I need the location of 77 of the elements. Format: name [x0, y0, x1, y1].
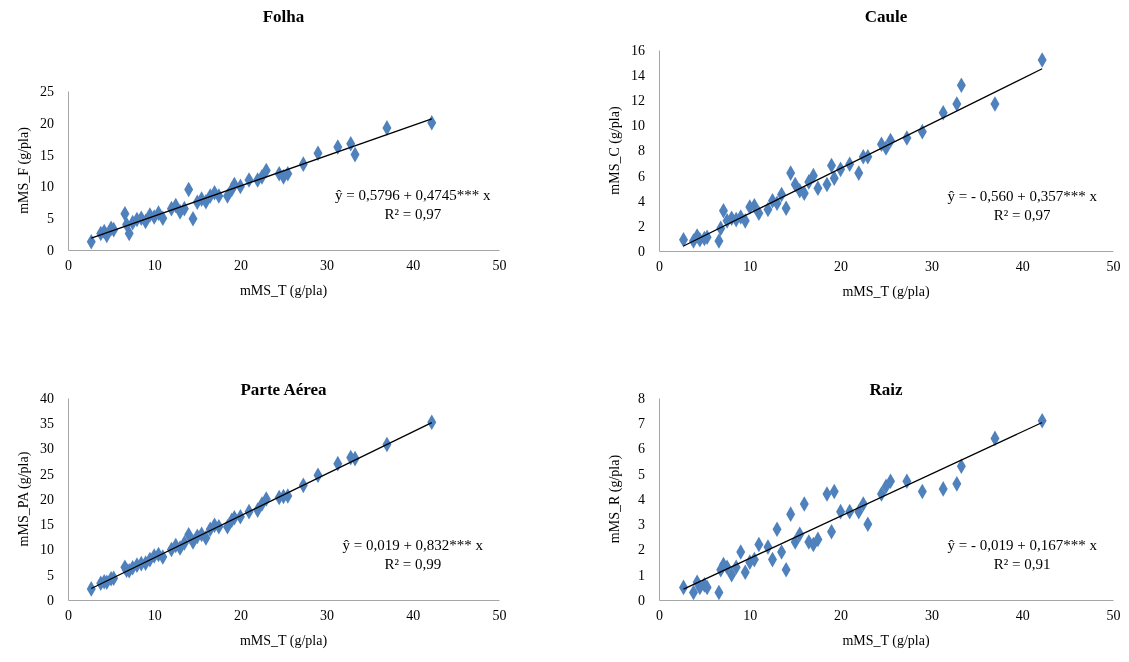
y-tick-label: 5 [47, 567, 54, 583]
x-tick-label: 40 [406, 607, 421, 623]
x-tick-label: 0 [656, 258, 663, 274]
x-tick-label: 10 [147, 257, 162, 273]
y-tick-label: 4 [638, 491, 645, 507]
x-tick-label: 10 [147, 607, 162, 623]
y-tick-label: 0 [638, 592, 645, 608]
y-tick-label: 1 [638, 567, 645, 583]
annotation: ŷ = 0,019 + 0,832*** x [342, 537, 484, 553]
y-tick-label: 10 [40, 179, 54, 195]
y-tick-label: 15 [40, 517, 54, 533]
y-tick-label: 14 [631, 68, 645, 84]
y-tick-label: 0 [47, 592, 54, 608]
y-tick-label: 10 [40, 542, 54, 558]
x-tick-label: 50 [492, 607, 507, 623]
y-tick-label: 8 [638, 143, 645, 159]
x-tick-label: 0 [656, 607, 663, 623]
x-tick-label: 50 [1106, 607, 1121, 623]
x-tick-label: 40 [406, 257, 421, 273]
x-tick-label: 10 [743, 258, 758, 274]
y-tick-label: 25 [40, 83, 54, 99]
y-tick-label: 35 [40, 416, 54, 432]
x-tick-label: 10 [743, 607, 758, 623]
y-axis-title: mMS_F (g/pla) [16, 126, 32, 214]
y-tick-label: 0 [47, 242, 54, 258]
y-tick-label: 40 [40, 390, 54, 406]
chart-title: Parte Aérea [240, 380, 328, 399]
x-tick-label: 30 [924, 258, 939, 274]
y-axis-title: mMS_C (g/pla) [607, 106, 623, 195]
y-tick-label: 0 [638, 243, 645, 259]
chart-title: Caule [864, 7, 908, 26]
annotation: R² = 0,97 [993, 207, 1052, 223]
y-tick-label: 5 [47, 211, 54, 227]
y-tick-label: 15 [40, 147, 54, 163]
y-axis-title: mMS_R (g/pla) [607, 454, 623, 544]
y-tick-label: 25 [40, 466, 54, 482]
y-tick-label: 2 [638, 218, 645, 234]
x-tick-label: 30 [320, 257, 335, 273]
annotation: ŷ = 0,5796 + 0,4745*** x [334, 187, 492, 203]
annotation: ŷ = - 0,560 + 0,357*** x [947, 188, 1098, 204]
y-tick-label: 7 [638, 416, 645, 432]
x-axis-title: mMS_T (g/pla) [239, 283, 328, 299]
x-tick-label: 40 [1015, 258, 1030, 274]
y-tick-label: 8 [638, 390, 645, 406]
x-tick-label: 50 [492, 257, 507, 273]
y-tick-label: 6 [638, 441, 645, 457]
x-axis-title: mMS_T (g/pla) [239, 633, 328, 649]
x-axis-title: mMS_T (g/pla) [842, 633, 930, 649]
y-tick-label: 30 [40, 441, 54, 457]
y-tick-label: 10 [631, 118, 645, 134]
x-tick-label: 30 [924, 607, 939, 623]
y-tick-label: 2 [638, 542, 645, 558]
annotation: ŷ = - 0,019 + 0,167*** x [947, 537, 1098, 553]
y-tick-label: 4 [638, 193, 645, 209]
chart-title: Folha [262, 7, 305, 26]
y-axis-title: mMS_PA (g/pla) [16, 451, 32, 547]
y-tick-label: 6 [638, 168, 645, 184]
annotation: R² = 0,91 [993, 556, 1051, 572]
y-tick-label: 20 [40, 491, 54, 507]
y-tick-label: 20 [40, 115, 54, 131]
x-tick-label: 20 [233, 607, 248, 623]
annotation: R² = 0,97 [384, 206, 442, 222]
x-tick-label: 0 [65, 257, 72, 273]
y-tick-label: 16 [631, 42, 645, 58]
x-axis-title: mMS_T (g/pla) [842, 284, 930, 300]
x-tick-label: 0 [65, 607, 72, 623]
x-tick-label: 20 [834, 607, 849, 623]
x-tick-label: 50 [1106, 258, 1121, 274]
y-tick-label: 3 [638, 517, 645, 533]
y-tick-label: 5 [638, 466, 645, 482]
x-tick-label: 40 [1015, 607, 1030, 623]
x-tick-label: 20 [233, 257, 248, 273]
x-tick-label: 30 [320, 607, 335, 623]
annotation: R² = 0,99 [384, 556, 442, 572]
x-tick-label: 20 [834, 258, 849, 274]
chart-title: Raiz [869, 380, 903, 399]
y-tick-label: 12 [631, 93, 645, 109]
